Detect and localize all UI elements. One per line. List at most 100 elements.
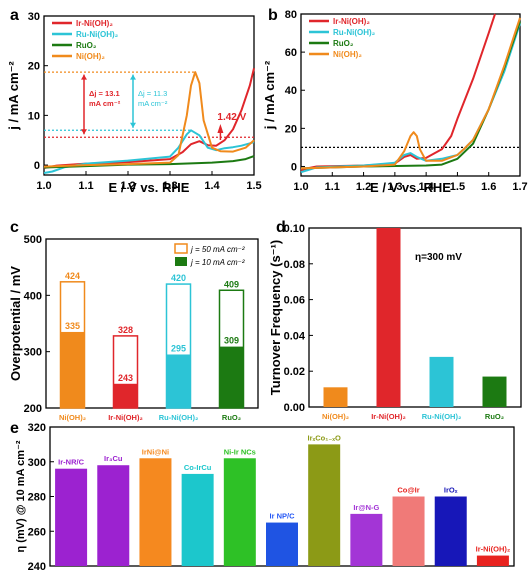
bar [482,376,507,407]
category-label: Ni(OH)₂ [322,412,349,421]
category-label: Ir@N-G [353,503,379,512]
data-label: 328 [118,325,133,335]
panel-c: c 200 300 400 500 Overpotential / mV 424 335 Ni(… [8,219,259,422]
legend-label: Ni(OH)₂ [76,52,105,61]
category-label: Ir-NR/C [58,458,84,467]
y-tick-label: 320 [28,422,46,434]
plot-frame [300,13,521,177]
data-label: 295 [171,343,186,353]
plot-frame [43,15,255,176]
legend-label: Ir-Ni(OH)₂ [76,19,113,28]
panel-letter: b [268,7,278,24]
category-label: Co-IrCu [184,463,212,472]
category-label: Ir NP/C [269,512,295,521]
y-tick-label: 0.10 [284,223,305,235]
bar [308,444,341,566]
y-axis-label: Overpotential / mV [8,266,23,381]
x-tick-label: 1.7 [512,181,527,193]
y-tick-label: 400 [24,290,42,302]
y-tick-label: 300 [24,347,42,359]
bar [181,473,214,566]
y-axis-label: j / mA cm⁻² [6,61,21,131]
y-tick-label: 10 [28,110,40,122]
data-label: 335 [65,321,80,331]
legend-swatch [175,257,187,266]
category-label: Ir-Ni(OH)₂ [108,413,143,422]
x-tick-label: 1.1 [78,180,93,192]
y-tick-label: 200 [24,403,42,415]
bar [392,496,425,566]
series-line [300,17,521,170]
y-tick-label: 60 [285,47,297,59]
bar [55,468,88,566]
x-tick-label: 1.3 [162,180,177,192]
legend-label: Ni(OH)₂ [333,50,362,59]
y-tick-label: 0.04 [284,330,306,342]
y-tick-label: 0 [291,161,297,173]
x-tick-label: 1.2 [120,180,135,192]
category-label: Ni-Ir NCs [224,447,256,456]
legend-label: Ru-Ni(OH)₂ [333,28,376,37]
plot-frame [308,227,522,408]
legend-label: Ru-Ni(OH)₂ [76,30,119,39]
y-axis-label: η (mV) @ 10 mA cm⁻² [15,440,27,552]
legend-label: RuO₂ [76,41,97,50]
data-label: 243 [118,373,133,383]
y-tick-label: 240 [28,561,46,573]
delta-unit: mA cm⁻² [89,99,121,108]
bar [434,496,467,566]
y-tick-label: 30 [28,11,40,23]
series-line [43,71,255,168]
y-tick-label: 40 [285,85,297,97]
panel-letter: c [10,219,19,236]
panel-letter: a [10,7,19,24]
bar [350,513,383,566]
delta-label: Δj = 11.3 [138,89,167,98]
x-tick-label: 1.5 [246,180,261,192]
potential-label: 1.42 V [217,112,246,123]
x-tick-label: 1.5 [450,181,465,193]
legend-label: j = 10 mA cm⁻² [190,258,245,267]
panel-letter: e [10,420,19,437]
category-label: RuO₂ [222,413,241,422]
data-label: 309 [224,336,239,346]
category-label: IrNi@Ni [142,447,169,456]
x-tick-label: 1.0 [293,181,308,193]
y-tick-label: 500 [24,234,42,246]
bar [376,228,401,407]
category-label: IrOₓ [444,486,458,495]
panel-b: b 0 20 40 60 80 1.0 1.1 1.2 1.3 1.4 1.5 1.6 1.7 j / mA… [262,7,528,195]
x-tick-label: 1.4 [204,180,220,192]
bar [266,522,298,566]
legend-label: j = 50 mA cm⁻² [190,245,245,254]
y-tick-label: 280 [28,492,46,504]
x-tick-label: 1.2 [356,181,371,193]
delta-label: Δj = 13.1 [89,89,120,98]
category-label: Ir-Ni(OH)₂ [371,412,406,421]
bar [139,458,172,566]
bar [476,555,509,566]
data-label: 424 [65,271,80,281]
bar [323,387,348,407]
category-label: Ru-Ni(OH)₂ [422,412,462,421]
potential-arrowhead [217,124,224,133]
x-tick-label: 1.6 [481,181,496,193]
category-label: Co@Ir [397,486,419,495]
category-label: Ru-Ni(OH)₂ [159,413,199,422]
y-tick-label: 0.06 [284,295,305,307]
category-label: IrₓCo₁₋ₓO [307,433,341,442]
y-tick-label: 0 [34,160,40,172]
y-tick-label: 0.08 [284,259,305,271]
legend-label: RuO₂ [333,39,354,48]
x-tick-label: 1.3 [387,181,402,193]
category-label: Ni(OH)₂ [59,413,86,422]
category-label: Ir₃Cu [104,454,123,463]
x-tick-label: 1.1 [325,181,340,193]
category-label: Ir-Ni(OH)₂ [476,545,511,554]
bar-filled [219,346,244,408]
y-tick-label: 0.02 [284,366,305,378]
bar [429,356,454,407]
y-tick-label: 80 [285,9,297,21]
y-axis-label: Turnover Frequency (s⁻¹) [268,240,283,395]
